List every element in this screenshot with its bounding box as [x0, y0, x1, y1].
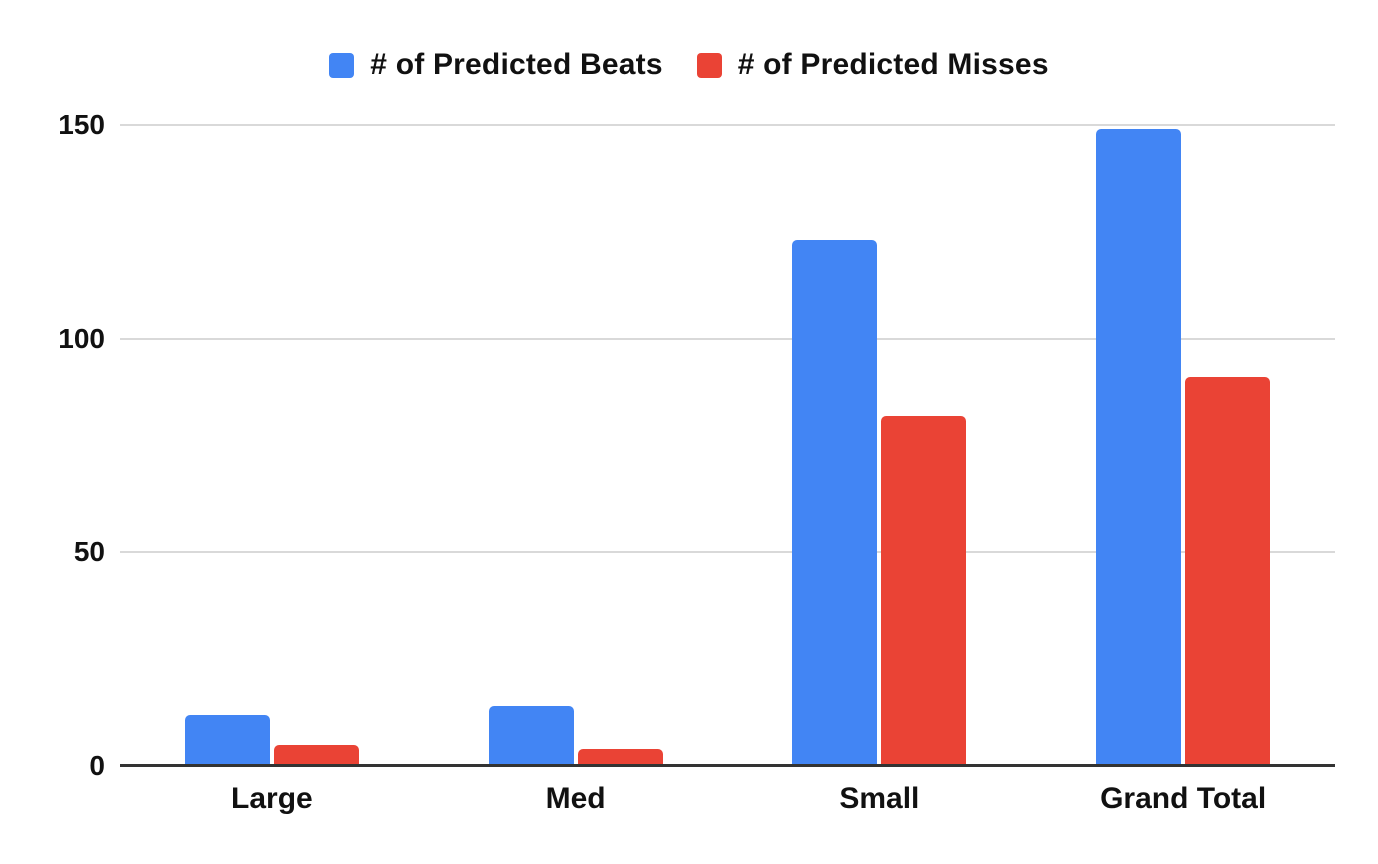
- bar-med-of-predicted-beats: [488, 706, 574, 766]
- bar-group-large: [120, 125, 424, 766]
- plot-area: [120, 124, 1335, 767]
- x-tick-label-large: Large: [231, 782, 313, 815]
- legend-label: # of Predicted Misses: [737, 48, 1049, 81]
- bar-med-of-predicted-misses: [577, 748, 663, 766]
- gridline-150: [120, 124, 1335, 126]
- bar-group-small: [728, 125, 1032, 766]
- x-tick-label-small: Small: [839, 782, 920, 815]
- bar-small-of-predicted-misses: [881, 415, 967, 766]
- x-tick-label-grand-total: Grand Total: [1100, 782, 1267, 815]
- legend-swatch-of-predicted-beats: [329, 52, 355, 78]
- bar-grand-total-of-predicted-beats: [1096, 129, 1182, 766]
- y-tick-label-0: 0: [89, 750, 105, 781]
- bar-small-of-predicted-beats: [792, 240, 878, 766]
- gridline-50: [120, 551, 1335, 554]
- bar-grand-total-of-predicted-misses: [1185, 377, 1271, 766]
- x-axis-line: [120, 764, 1335, 767]
- y-tick-label-100: 100: [58, 322, 105, 354]
- gridline-100: [120, 337, 1335, 340]
- bar-group-grand-total: [1031, 125, 1335, 766]
- y-tick-label-50: 50: [73, 536, 105, 568]
- y-tick-label-150: 150: [58, 109, 105, 140]
- chart-legend: # of Predicted Beats # of Predicted Misse…: [0, 48, 1378, 82]
- legend-item-of-predicted-beats: # of Predicted Beats: [329, 48, 663, 82]
- legend-swatch-of-predicted-misses: [696, 52, 722, 78]
- legend-label: # of Predicted Beats: [370, 48, 663, 81]
- x-tick-label-med: Med: [545, 782, 606, 815]
- bars-layer: [120, 125, 1335, 766]
- bar-large-of-predicted-beats: [184, 714, 270, 766]
- bar-large-of-predicted-misses: [273, 744, 359, 766]
- legend-item-of-predicted-misses: # of Predicted Misses: [696, 48, 1049, 82]
- x-axis-labels: Large Med Small Grand Total: [120, 782, 1335, 816]
- bar-group-med: [424, 125, 728, 766]
